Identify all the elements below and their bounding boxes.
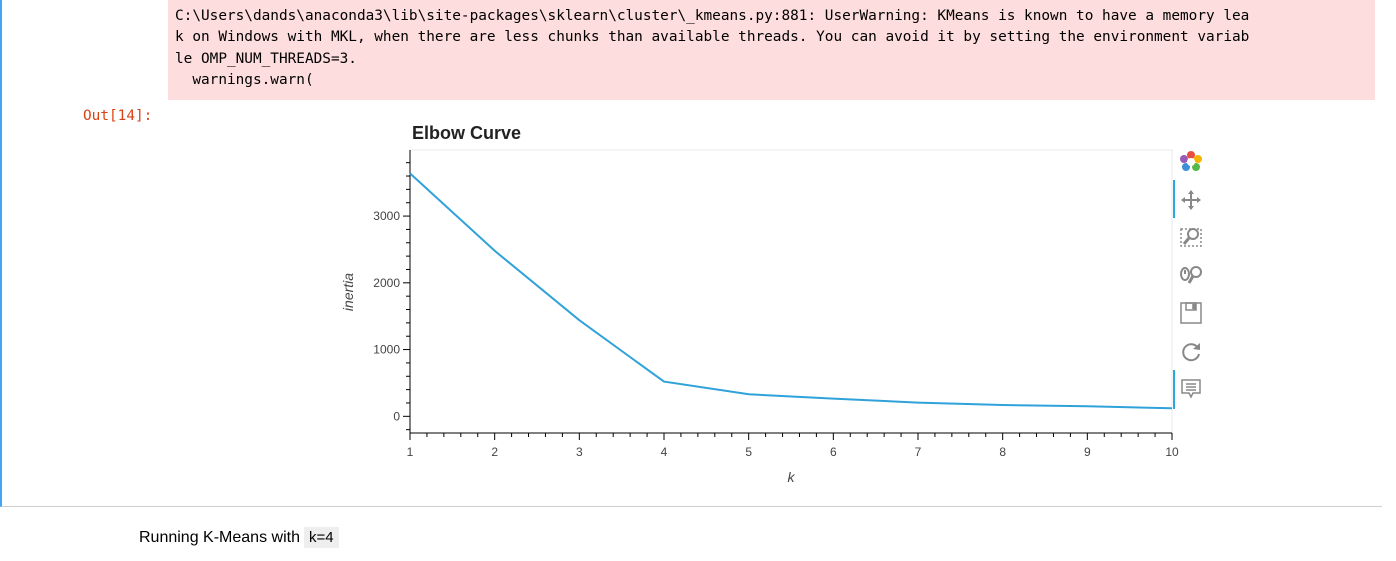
y-axis-label: inertia (340, 273, 356, 311)
markdown-text-label: Running K-Means with (139, 529, 300, 546)
markdown-text: Running K-Means with k=4 (139, 527, 339, 548)
save-icon[interactable] (1176, 298, 1206, 328)
x-tick-label: 9 (1084, 445, 1091, 459)
x-tick-label: 3 (576, 445, 583, 459)
x-tick-label: 1 (407, 445, 414, 459)
warning-line: k on Windows with MKL, when there are le… (175, 29, 1250, 46)
y-tick-label: 3000 (373, 209, 400, 223)
x-tick-label: 7 (915, 445, 922, 459)
y-tick-label: 1000 (373, 343, 400, 357)
output-prompt: Out[14]: (83, 108, 153, 124)
x-tick-label: 5 (745, 445, 752, 459)
hover-icon[interactable] (1176, 374, 1206, 404)
x-tick-label: 10 (1165, 445, 1179, 459)
inertia-line (409, 172, 1173, 410)
x-tick-label: 2 (491, 445, 498, 459)
pan-icon[interactable] (1176, 185, 1206, 215)
output-cell (0, 0, 1382, 507)
inline-code: k=4 (303, 527, 339, 548)
box-zoom-icon[interactable] (1176, 222, 1206, 252)
reset-icon[interactable] (1176, 337, 1206, 367)
plot-frame (409, 149, 1173, 434)
x-tick-label: 4 (661, 445, 668, 459)
x-axis-label: k (788, 469, 796, 485)
x-tick-label: 6 (830, 445, 837, 459)
y-tick-label: 2000 (373, 276, 400, 290)
bokeh-logo-icon[interactable] (1176, 147, 1206, 177)
warning-line: le OMP_NUM_THREADS=3. (175, 50, 357, 67)
y-tick-label: 0 (393, 409, 400, 423)
wheel-zoom-icon[interactable] (1176, 260, 1206, 290)
chart-title: Elbow Curve (412, 123, 521, 143)
warning-line: warnings.warn( (175, 71, 314, 88)
warning-output: C:\Users\dands\anaconda3\lib\site-packag… (168, 0, 1375, 100)
x-tick-label: 8 (999, 445, 1006, 459)
warning-line: C:\Users\dands\anaconda3\lib\site-packag… (175, 8, 1250, 24)
